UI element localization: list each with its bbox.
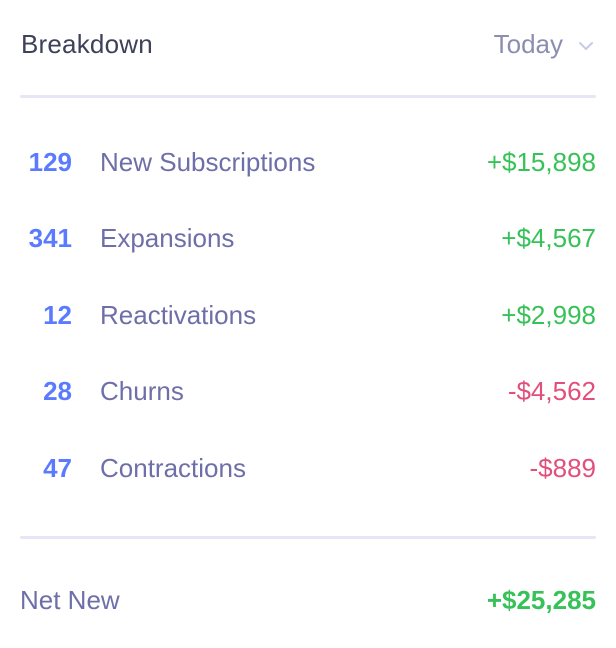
net-new-amount: +$25,285 [486,584,596,615]
chevron-down-icon [579,42,593,50]
item-amount: -$889 [529,452,597,483]
header-divider [20,95,596,98]
item-count: 129 [28,146,72,177]
section-title: Breakdown [21,28,153,59]
item-amount: +$4,567 [501,223,596,254]
item-label: Reactivations [100,299,257,330]
net-new-label: Net New [20,584,120,615]
item-amount: +$2,998 [501,299,596,330]
list-item-new-subscriptions: 129 New Subscriptions +$15,898 [20,124,596,201]
item-label: New Subscriptions [100,146,316,177]
total-divider [20,536,596,539]
item-count: 47 [43,452,72,483]
breakdown-list: 129 New Subscriptions +$15,898 341 Expan… [20,124,596,507]
list-item-contractions: 47 Contractions -$889 [20,430,596,507]
item-count: 341 [28,223,72,254]
item-count: 12 [43,299,72,330]
item-label: Contractions [100,452,246,483]
item-amount: -$4,562 [507,376,596,407]
item-amount: +$15,898 [486,146,596,177]
breakdown-header: Breakdown Today [21,22,595,66]
list-item-reactivations: 12 Reactivations +$2,998 [20,277,596,354]
period-dropdown[interactable]: Today [494,29,595,60]
item-label: Expansions [100,223,235,254]
item-label: Churns [100,376,184,407]
period-label: Today [493,28,563,59]
net-new-row: Net New +$25,285 [20,578,596,622]
item-count: 28 [43,376,72,407]
list-item-expansions: 341 Expansions +$4,567 [20,201,596,278]
list-item-churns: 28 Churns -$4,562 [20,354,596,431]
